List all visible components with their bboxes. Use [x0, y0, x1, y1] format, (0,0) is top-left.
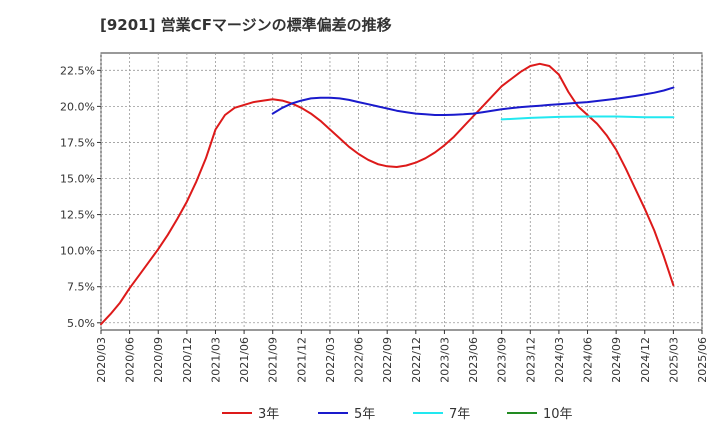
x-axis: 2020/03 2020/06 2020/09 2020/12 2021/03 2021/…	[95, 330, 709, 383]
x-tick-label: 2022/03	[324, 337, 337, 383]
x-tick-label: 2021/09	[267, 337, 280, 383]
y-axis: 5.0% 7.5% 10.0% 12.5% 15.0% 17.5% 20.0% 22.5%	[60, 64, 101, 330]
legend-label: 5年	[354, 407, 375, 422]
legend-label: 10年	[543, 407, 573, 422]
y-tick-label: 20.0%	[60, 100, 95, 113]
x-tick-label: 2025/06	[696, 337, 709, 383]
x-tick-label: 2023/03	[438, 337, 451, 383]
series-line-7年	[500, 115, 675, 121]
legend: 3年 5年 7年 10年	[222, 407, 573, 422]
y-tick-label: 22.5%	[60, 64, 95, 77]
x-tick-label: 2024/12	[639, 337, 652, 383]
y-tick-label: 15.0%	[60, 173, 95, 186]
x-tick-label: 2022/09	[381, 337, 394, 383]
x-tick-label: 2024/06	[582, 337, 595, 383]
x-tick-label: 2021/03	[209, 337, 222, 383]
x-tick-label: 2022/12	[410, 337, 423, 383]
x-tick-label: 2021/12	[295, 337, 308, 383]
y-tick-label: 12.5%	[60, 209, 95, 222]
x-tick-label: 2021/06	[238, 337, 251, 383]
x-tick-label: 2023/06	[467, 337, 480, 383]
x-tick-label: 2024/03	[553, 337, 566, 383]
x-tick-label: 2020/03	[95, 337, 108, 383]
plot-area	[100, 52, 703, 331]
x-tick-label: 2023/09	[496, 337, 509, 383]
series-line-5年	[271, 86, 675, 116]
legend-label: 3年	[258, 407, 279, 422]
legend-label: 7年	[449, 407, 470, 422]
x-tick-label: 2020/09	[152, 337, 165, 383]
x-tick-label: 2025/03	[667, 337, 680, 383]
chart-title: [9201] 営業CFマージンの標準偏差の推移	[100, 16, 392, 34]
y-tick-label: 10.0%	[60, 245, 95, 258]
x-tick-label: 2020/06	[124, 337, 137, 383]
series-lines	[100, 62, 675, 326]
series-line-3年	[100, 62, 675, 326]
x-tick-label: 2024/09	[610, 337, 623, 383]
y-tick-label: 5.0%	[67, 317, 95, 330]
y-tick-label: 17.5%	[60, 136, 95, 149]
x-tick-label: 2020/12	[181, 337, 194, 383]
x-tick-label: 2023/12	[524, 337, 537, 383]
y-tick-label: 7.5%	[67, 281, 95, 294]
grid	[100, 53, 703, 330]
x-tick-label: 2022/06	[353, 337, 366, 383]
